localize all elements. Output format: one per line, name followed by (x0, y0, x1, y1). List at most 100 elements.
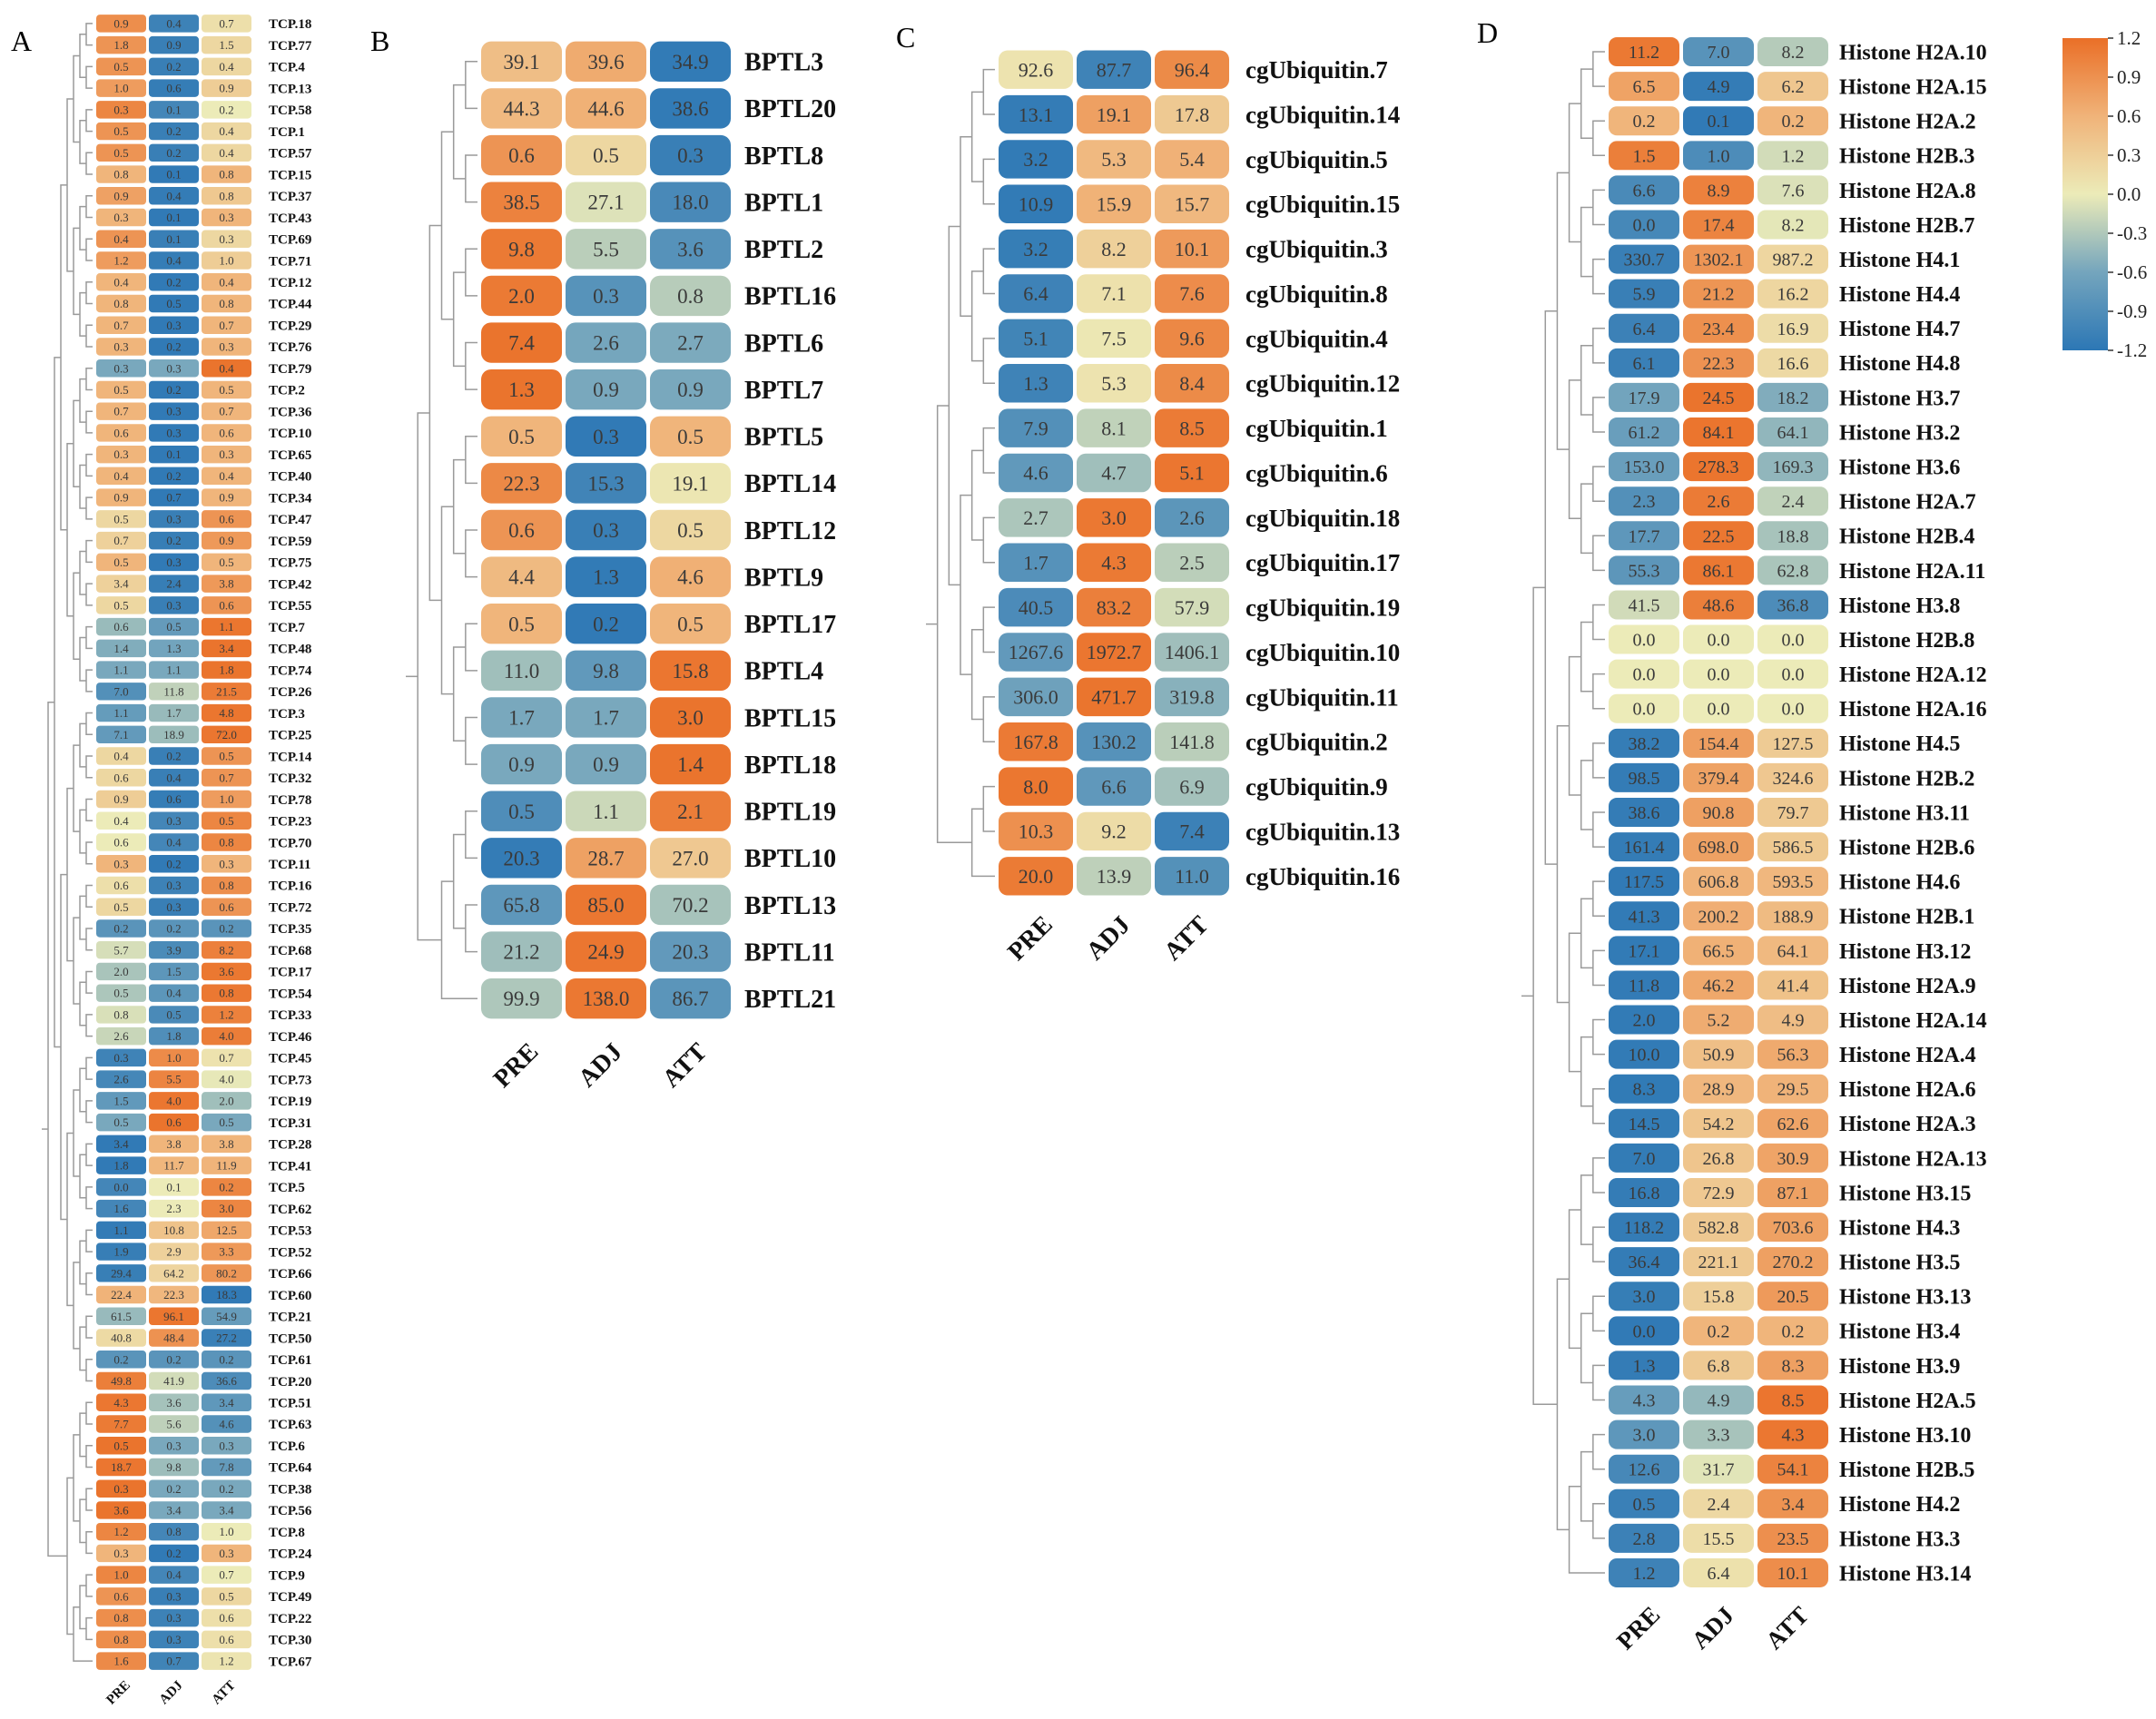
cell-value-label: 0.9 (113, 16, 128, 30)
cell-value-label: 38.2 (1629, 734, 1660, 754)
dendrogram-branch (79, 1067, 86, 1113)
cell-value-label: 15.3 (587, 472, 624, 495)
heatmap-cell (96, 467, 146, 486)
row-label: BPTL3 (744, 49, 823, 77)
cell-value-label: 1.6 (113, 1202, 129, 1215)
cell-value-label: 0.8 (219, 836, 233, 850)
row-label: Histone H2A.8 (1839, 180, 1976, 203)
cell-value-label: 0.6 (113, 771, 129, 784)
dendrogram-branch (73, 1606, 93, 1662)
cell-value-label: 44.3 (503, 97, 539, 120)
heatmap-cell (566, 650, 646, 692)
row-label: cgUbiquitin.18 (1245, 505, 1400, 532)
dendrogram-branch (1568, 1209, 1581, 1350)
heatmap-cell (1683, 1108, 1754, 1138)
row-label: Histone H3.7 (1839, 387, 1960, 410)
cell-value-label: 54.9 (216, 1310, 237, 1323)
heatmap-cell (566, 697, 646, 738)
dendrogram-branch (1592, 1087, 1605, 1125)
cell-value-label: 39.6 (587, 51, 624, 74)
heatmap-cell (999, 677, 1073, 717)
cell-value-label: 0.1 (166, 447, 181, 461)
dendrogram-branch (1580, 1174, 1593, 1245)
heatmap-cell (1609, 106, 1679, 136)
heatmap-cell (1609, 37, 1679, 67)
heatmap-cell (1683, 693, 1754, 723)
heatmap-cell (96, 596, 146, 614)
row-label: Histone H2A.11 (1839, 560, 1985, 584)
row-label: TCP.25 (269, 729, 311, 743)
dendrogram-branch (452, 458, 466, 555)
dendrogram-branch (1592, 949, 1605, 987)
colorbar-tick-label: -0.6 (2117, 261, 2147, 283)
heatmap-cell (481, 838, 562, 879)
heatmap-cell (149, 445, 199, 464)
heatmap-cell (1683, 728, 1754, 758)
cell-value-label: 38.5 (503, 192, 539, 214)
heatmap-cell (1757, 106, 1828, 136)
heatmap-cell (202, 1587, 251, 1606)
cell-value-label: 40.5 (1019, 596, 1054, 619)
colorbar-legend: 1.2 0.9 0.6 0.3 0.0 -0.3 -0.6 -0.9 -1.2 (2062, 27, 2147, 361)
cell-value-label: 17.8 (1175, 103, 1210, 126)
dendrogram-branch (440, 131, 454, 320)
heatmap-cell (149, 811, 199, 830)
heatmap-cell (1077, 274, 1151, 313)
row-label: Histone H2B.5 (1839, 1459, 1974, 1482)
cell-value-label: 96.4 (1175, 58, 1210, 81)
heatmap-cell (1155, 722, 1229, 761)
heatmap-cell (1077, 498, 1151, 537)
dendrogram-branch (85, 1272, 93, 1296)
heatmap-cell (1683, 210, 1754, 240)
heatmap-cell (999, 274, 1073, 313)
dendrogram-branch (1580, 68, 1593, 140)
heatmap-cell (1757, 244, 1828, 274)
dendrogram-branch (85, 324, 93, 348)
heatmap-cell (1155, 184, 1229, 224)
dendrogram-branch (79, 205, 86, 250)
cell-value-label: 0.2 (113, 922, 128, 936)
row-label: Histone H2A.7 (1839, 491, 1976, 515)
heatmap-cell (149, 294, 199, 313)
cell-value-label: 22.5 (1703, 526, 1735, 546)
dendrogram-branch (85, 1014, 93, 1037)
cell-value-label: 11.2 (1629, 43, 1659, 63)
heatmap-cell (96, 940, 146, 959)
dendrogram-branch (79, 722, 86, 768)
heatmap-cell (202, 359, 251, 378)
heatmap-cell (999, 184, 1073, 224)
column-label: ADJ (1686, 1601, 1738, 1654)
cell-value-label: 7.4 (1179, 820, 1205, 843)
row-label: TCP.76 (269, 340, 312, 355)
heatmap-cell (149, 1436, 199, 1455)
cell-value-label: 606.8 (1698, 872, 1739, 892)
row-label: BPTL18 (744, 751, 836, 780)
cell-value-label: 0.9 (113, 491, 128, 505)
heatmap-cell (1683, 901, 1754, 931)
heatmap-cell (96, 1415, 146, 1433)
heatmap-cell (1077, 319, 1151, 359)
cell-value-label: 2.6 (113, 1029, 129, 1043)
cell-value-label: 0.5 (219, 555, 233, 569)
heatmap-cell (566, 838, 646, 879)
heatmap-cell (202, 57, 251, 76)
heatmap-cell (96, 1522, 146, 1541)
cell-value-label: 1.3 (593, 566, 619, 589)
cell-value-label: 36.6 (216, 1374, 237, 1388)
cell-value-label: 0.5 (508, 801, 535, 823)
heatmap-cell (1757, 1247, 1828, 1277)
heatmap-cell (1757, 970, 1828, 1000)
heatmap-cell (1609, 1005, 1679, 1035)
cell-value-label: 1.7 (1023, 551, 1048, 574)
dendrogram-branch (970, 91, 984, 182)
row-label: BPTL16 (744, 283, 836, 311)
cell-value-label: 221.1 (1698, 1252, 1739, 1272)
heatmap-cell (202, 833, 251, 851)
heatmap-cell (1155, 140, 1229, 179)
dendrogram-branch (970, 629, 984, 721)
heatmap-cell (1683, 970, 1754, 1000)
dendrogram-branch (85, 453, 93, 477)
heatmap-cell (481, 368, 562, 410)
heatmap-cell (481, 931, 562, 972)
heatmap-cell (149, 1608, 199, 1627)
